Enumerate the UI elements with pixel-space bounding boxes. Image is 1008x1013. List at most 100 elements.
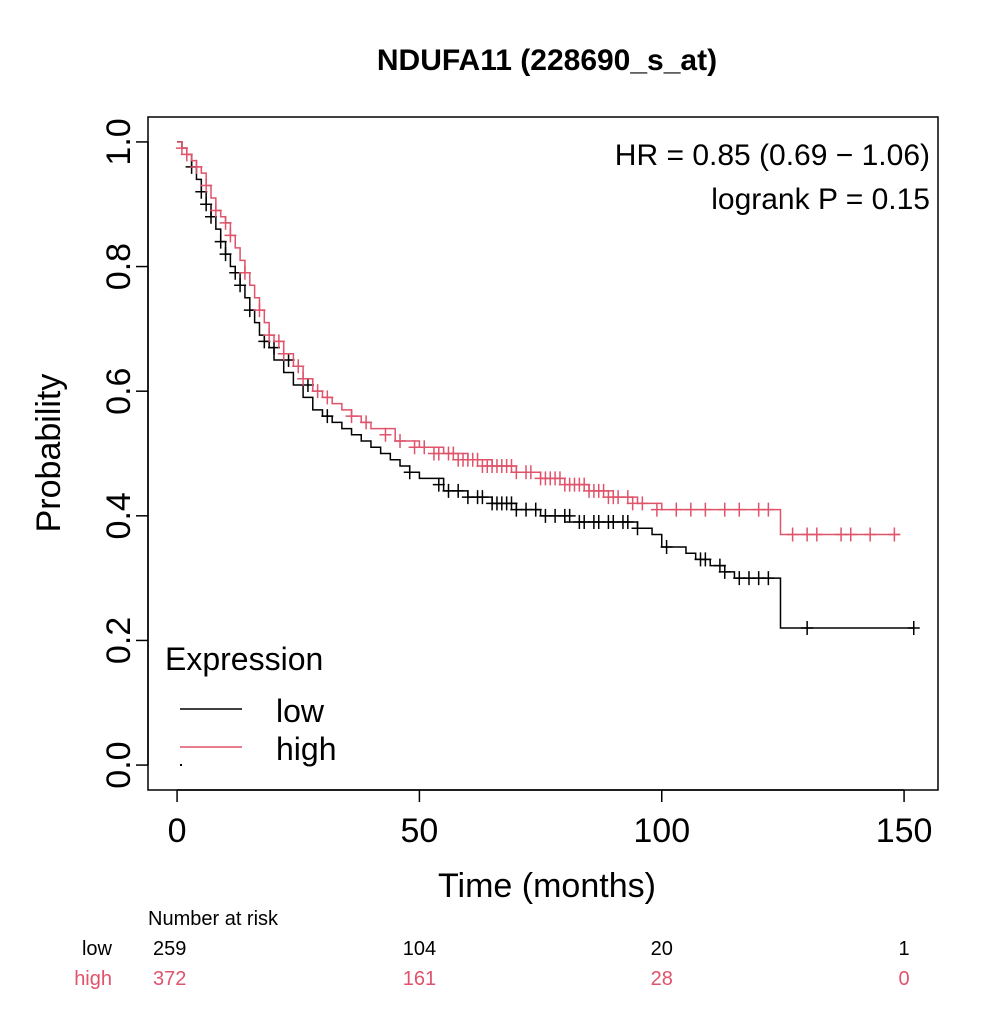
censor-mark-high <box>345 409 358 424</box>
legend-title: Expression <box>165 641 323 677</box>
censor-mark-high <box>578 477 591 492</box>
censor-mark-high <box>219 215 232 230</box>
censor-mark-low <box>200 197 213 212</box>
censor-mark-high <box>272 334 285 349</box>
censor-mark-high <box>699 502 712 517</box>
y-tick-label: 0.2 <box>100 617 138 664</box>
y-tick-label: 0.4 <box>100 492 138 539</box>
censor-mark-high <box>175 141 188 156</box>
legend-dot <box>180 764 182 766</box>
censor-mark-high <box>238 265 251 280</box>
censor-mark-low <box>660 539 673 554</box>
censor-mark-high <box>844 527 857 542</box>
censor-mark-high <box>418 440 431 455</box>
censor-mark-low <box>282 353 295 368</box>
y-tick-label: 0.6 <box>100 368 138 415</box>
censor-mark-high <box>190 159 203 174</box>
censor-mark-low <box>258 334 271 349</box>
plot-frame <box>147 116 939 791</box>
censor-mark-low <box>301 377 314 392</box>
risk-value-low: 20 <box>651 938 673 960</box>
censor-mark-low <box>718 564 731 579</box>
censor-mark-low <box>205 209 218 224</box>
censor-mark-high <box>447 446 460 461</box>
censor-mark-low <box>907 620 920 635</box>
censor-mark-high <box>224 228 237 243</box>
censor-mark-low <box>505 496 518 511</box>
logrank-annotation: logrank P = 0.15 <box>711 183 930 216</box>
censor-mark-high <box>200 178 213 193</box>
censor-mark-low <box>321 409 334 424</box>
risk-value-high: 161 <box>403 968 436 990</box>
censor-mark-low <box>268 340 281 355</box>
censor-mark-high <box>684 502 697 517</box>
censor-mark-high <box>471 452 484 467</box>
series-layer <box>175 141 920 635</box>
hr-annotation: HR = 0.85 (0.69 − 1.06) <box>615 139 930 172</box>
risk-table: Number at risk low 259 104 20 1 high 372 161 28 0 <box>74 908 909 990</box>
x-axis-title: Time (months) <box>438 867 656 905</box>
risk-value-low: 1 <box>899 938 910 960</box>
censor-mark-low <box>762 571 775 586</box>
censor-mark-high <box>180 147 193 162</box>
censor-mark-low <box>529 502 542 517</box>
censor-mark-high <box>379 427 392 442</box>
censor-mark-high <box>864 527 877 542</box>
censor-mark-high <box>553 471 566 486</box>
censor-mark-high <box>786 527 799 542</box>
censor-mark-low <box>713 558 726 573</box>
censor-mark-low <box>563 508 576 523</box>
censor-mark-low <box>699 552 712 567</box>
censor-mark-high <box>718 502 731 517</box>
risk-heading: Number at risk <box>148 908 279 930</box>
legend-label-low: low <box>276 693 325 729</box>
censor-mark-low <box>219 247 232 262</box>
censor-mark-high <box>670 502 683 517</box>
censor-mark-high <box>888 527 901 542</box>
censor-mark-high <box>650 502 663 517</box>
censor-mark-high <box>321 390 334 405</box>
chart-title: NDUFA11 (228690_s_at) <box>377 44 717 77</box>
censor-mark-low <box>476 490 489 505</box>
censor-mark-high <box>597 483 610 498</box>
risk-row-label-high: high <box>74 968 112 990</box>
legend-label-high: high <box>276 731 337 767</box>
censor-mark-high <box>733 502 746 517</box>
y-axis-title: Probability <box>30 374 68 533</box>
censor-mark-high <box>505 458 518 473</box>
risk-value-low: 259 <box>153 938 186 960</box>
risk-value-high: 0 <box>899 968 910 990</box>
censor-mark-high <box>394 434 407 449</box>
x-tick-label: 100 <box>633 812 690 850</box>
censor-mark-high <box>253 303 266 318</box>
censor-mark-high <box>297 371 310 386</box>
risk-row-label-low: low <box>82 938 113 960</box>
censor-mark-low <box>631 521 644 536</box>
censor-mark-high <box>277 346 290 361</box>
y-tick-label: 0.0 <box>100 741 138 788</box>
censor-mark-high <box>762 502 775 517</box>
censor-mark-low <box>801 620 814 635</box>
censor-mark-low <box>195 184 208 199</box>
censor-mark-low <box>432 477 445 492</box>
legend: Expression low high <box>165 641 337 767</box>
censor-mark-high <box>621 490 634 505</box>
x-axis: 0 50 100 150 <box>168 789 932 850</box>
censor-mark-high <box>810 527 823 542</box>
y-axis: 0.0 0.2 0.4 0.6 0.8 1.0 <box>100 118 149 789</box>
censor-mark-low <box>234 278 247 293</box>
censor-mark-high <box>263 328 276 343</box>
censor-mark-low <box>214 234 227 249</box>
risk-value-high: 28 <box>651 968 673 990</box>
censor-mark-high <box>636 496 649 511</box>
risk-value-high: 372 <box>153 968 186 990</box>
censor-mark-low <box>452 483 465 498</box>
y-tick-label: 1.0 <box>100 118 138 165</box>
y-tick-label: 0.8 <box>100 243 138 290</box>
censor-mark-high <box>311 384 324 399</box>
censor-mark-high <box>292 359 305 374</box>
censor-mark-high <box>209 203 222 218</box>
x-tick-label: 50 <box>400 812 438 850</box>
censor-mark-high <box>524 465 537 480</box>
